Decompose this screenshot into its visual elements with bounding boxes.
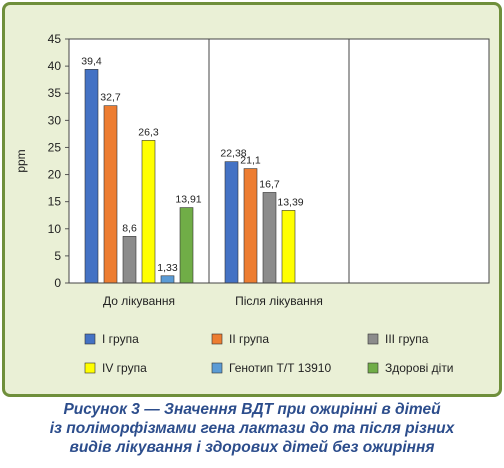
bar-value-label: 39,4 (81, 55, 102, 67)
bar-value-label: 8,6 (122, 222, 137, 234)
caption-line-2: із поліморфізмами гена лактази до та піс… (49, 420, 455, 437)
figure-caption: Рисунок 3 — Значення ВДТ при ожирінні в … (0, 400, 504, 457)
legend-label: Генотип Т/Т 13910 (229, 361, 331, 375)
bar (262, 192, 277, 284)
y-axis-label: ppm (14, 149, 28, 172)
category-label: До лікування (103, 294, 175, 308)
bar-value-label: 1,33 (157, 262, 178, 274)
y-tick-label: 15 (48, 195, 62, 209)
y-tick-label: 5 (54, 249, 61, 263)
caption-line-1: Рисунок 3 — Значення ВДТ при ожирінні в … (63, 401, 441, 418)
legend-swatch (367, 362, 379, 374)
bar (243, 168, 258, 284)
bar-value-label: 26,3 (138, 126, 159, 138)
bar (224, 161, 239, 284)
y-tick-label: 35 (48, 86, 62, 100)
legend-label: III група (385, 332, 429, 346)
bar (84, 69, 99, 284)
bar (179, 207, 194, 284)
bar (160, 275, 175, 284)
bar-value-label: 22,38 (220, 148, 246, 160)
plot-border (68, 38, 490, 284)
y-tick-label: 40 (48, 59, 62, 73)
bar (281, 210, 296, 284)
y-tick-label: 10 (48, 222, 62, 236)
legend-swatch (84, 333, 96, 345)
bar-value-label: 21,1 (240, 155, 261, 167)
y-tick-label: 0 (54, 276, 61, 290)
legend-label: II група (229, 332, 269, 346)
y-tick-label: 30 (48, 113, 62, 127)
bar-value-label: 16,7 (259, 178, 280, 190)
bar-chart: 0 5 10 15 20 25 30 35 40 45 ppm 39,4 32,7 8,6 26,3 1,33… (14, 32, 490, 375)
legend-swatch (367, 333, 379, 345)
bar (122, 236, 137, 284)
plot-area (69, 39, 489, 283)
legend-label: IV група (102, 361, 147, 375)
legend-swatch (84, 362, 96, 374)
legend-label: I група (102, 332, 139, 346)
y-tick-label: 20 (48, 168, 62, 182)
bar-value-label: 32,7 (100, 92, 121, 104)
legend-swatch (211, 333, 223, 345)
bar-value-label: 13,39 (277, 196, 303, 208)
chart-frame: 0 5 10 15 20 25 30 35 40 45 ppm 39,4 32,7 8,6 26,3 1,33… (2, 2, 502, 397)
y-tick-label: 25 (48, 140, 62, 154)
category-label: Після лікування (235, 294, 323, 308)
bar-value-label: 13,91 (175, 194, 201, 206)
y-tick-label: 45 (48, 32, 62, 46)
caption-line-3: видів лікування і здорових дітей без ожи… (69, 439, 435, 456)
legend-swatch (211, 362, 223, 374)
bar (141, 140, 156, 284)
legend-label: Здорові діти (385, 361, 454, 375)
bar (103, 105, 118, 284)
